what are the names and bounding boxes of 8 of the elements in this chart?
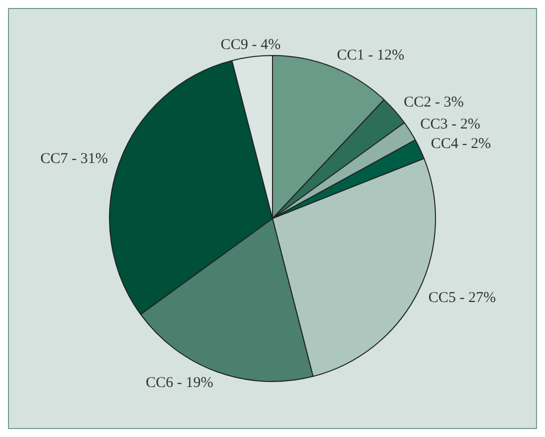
slice-label: CC7 - 31% bbox=[40, 151, 108, 168]
slice-label: CC3 - 2% bbox=[420, 116, 480, 133]
slice-label: CC1 - 12% bbox=[336, 48, 404, 64]
slice-label: CC5 - 27% bbox=[428, 290, 496, 306]
slice-label: CC6 - 19% bbox=[146, 375, 214, 392]
slice-label: CC9 - 4% bbox=[220, 36, 281, 53]
slice-label: CC2 - 3% bbox=[404, 94, 464, 111]
slice-label: CC4 - 2% bbox=[430, 136, 491, 152]
